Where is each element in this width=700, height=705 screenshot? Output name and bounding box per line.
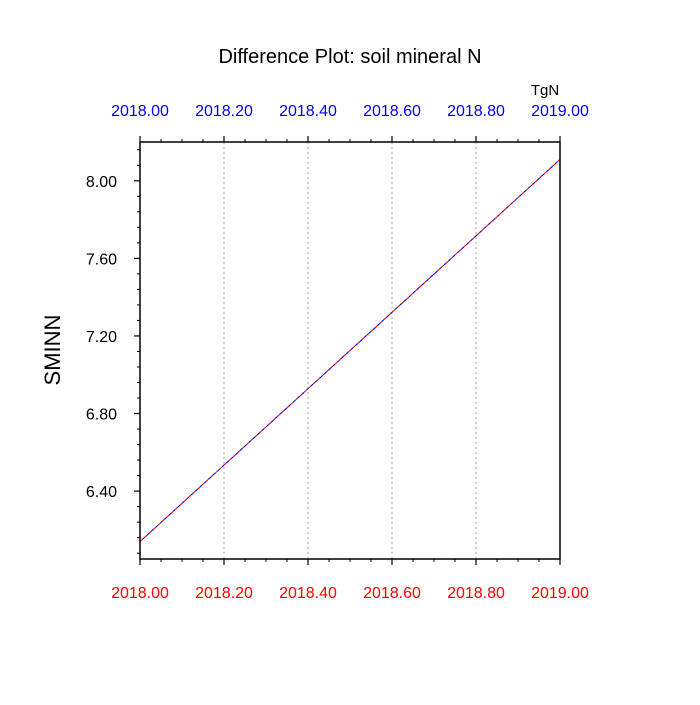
- x-tick-label-bottom-3: 2018.60: [363, 585, 421, 602]
- data-series: [139, 159, 561, 542]
- plot-frame: [139, 141, 561, 560]
- series-line-0: [139, 159, 561, 542]
- y-axis-label: SMINN: [40, 315, 65, 386]
- y-tick-label-3: 7.60: [86, 251, 117, 268]
- x-tick-label-bottom-1: 2018.20: [195, 585, 253, 602]
- y-tick-label-1: 6.80: [86, 407, 117, 424]
- series-line-1: [139, 159, 561, 542]
- y-tick-label-2: 7.20: [86, 329, 117, 346]
- x-tick-label-top-2: 2018.40: [279, 103, 337, 120]
- x-tick-label-top-4: 2018.80: [447, 103, 505, 120]
- axis-ticks: [134, 136, 561, 565]
- x-tick-label-bottom-4: 2018.80: [447, 585, 505, 602]
- tick-labels: 2018.00 2018.00 2018.20 2018.20 2018.40 2018.…: [86, 103, 589, 602]
- x-tick-label-top-0: 2018.00: [111, 103, 169, 120]
- y-tick-label-0: 6.40: [86, 484, 117, 501]
- x-tick-label-bottom-5: 2019.00: [531, 585, 589, 602]
- units-label: TgN: [531, 82, 559, 99]
- x-tick-label-top-5: 2019.00: [531, 103, 589, 120]
- x-tick-label-top-3: 2018.60: [363, 103, 421, 120]
- x-tick-label-bottom-2: 2018.40: [279, 585, 337, 602]
- x-tick-label-top-1: 2018.20: [195, 103, 253, 120]
- chart-title: Difference Plot: soil mineral N: [218, 46, 481, 68]
- y-tick-label-4: 8.00: [86, 174, 117, 191]
- x-tick-label-bottom-0: 2018.00: [111, 585, 169, 602]
